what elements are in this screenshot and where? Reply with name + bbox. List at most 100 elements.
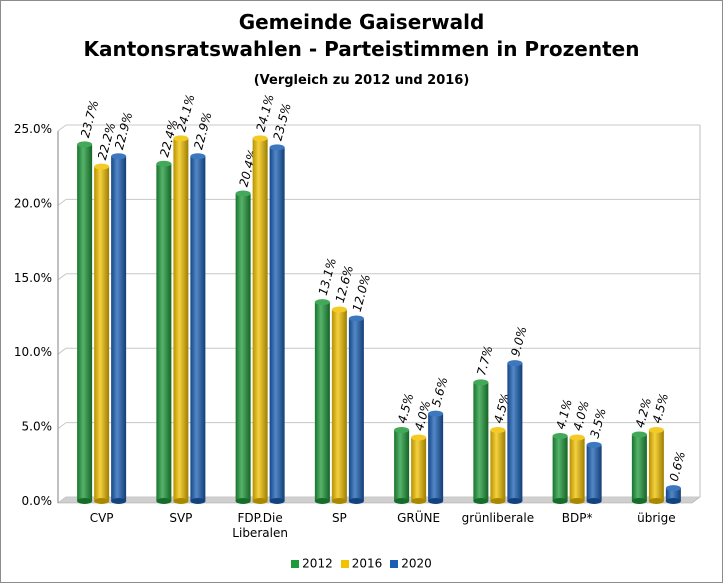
bar-bottom (94, 498, 110, 504)
bar-body (569, 437, 585, 501)
bar-body (331, 309, 347, 501)
bar-body (490, 430, 506, 501)
x-tick-label: grünliberale (462, 511, 534, 525)
bar-bottom (428, 498, 444, 504)
bar-top (235, 190, 251, 197)
bar-bottom (111, 498, 127, 504)
plot-area (66, 125, 700, 497)
bar-body (473, 382, 489, 501)
x-tick-label: BDP* (562, 511, 593, 525)
bar-top (490, 427, 506, 434)
gridline-depth (57, 273, 67, 281)
bar-body (631, 434, 647, 501)
bar-bottom (411, 498, 427, 504)
bar-bottom (394, 498, 410, 504)
bar-body (314, 302, 330, 501)
bar-bottom (331, 498, 347, 504)
legend-label: 2012 (302, 556, 333, 571)
chart-title-line-2: Kantonsratswahlen - Parteistimmen in Pro… (83, 37, 640, 61)
legend-item-2016: 2016 (340, 556, 383, 571)
bar-top (394, 427, 410, 434)
bar-body (648, 430, 664, 501)
bar-bottom (77, 498, 93, 504)
bar-top (173, 135, 189, 142)
bar-bottom (552, 498, 568, 504)
legend: 2012 2016 2020 (0, 556, 723, 571)
bar-top (569, 434, 585, 441)
bar-top (411, 434, 427, 441)
bar-top (252, 135, 268, 142)
bar-top (314, 299, 330, 306)
bar-top (586, 441, 602, 448)
bar-2012 (156, 160, 172, 504)
bar-2020 (507, 360, 523, 504)
bar-2012 (235, 190, 251, 504)
bar-bottom (648, 498, 664, 504)
bar-body (507, 363, 523, 501)
x-tick-label: SVP (169, 511, 192, 525)
bar-2016 (252, 135, 268, 504)
bar-top (94, 163, 110, 170)
bar-top (648, 427, 664, 434)
bar-body (552, 435, 568, 501)
bar-bottom (173, 498, 189, 504)
bar-body (77, 144, 93, 501)
bar-2016 (490, 427, 506, 504)
bar-top (77, 141, 93, 148)
bar-2016 (411, 434, 427, 504)
bar-top (507, 360, 523, 367)
legend-swatch (340, 559, 349, 568)
legend-item-2012: 2012 (291, 556, 333, 571)
bar-2012 (77, 141, 93, 504)
bar-body (111, 156, 127, 502)
legend-swatch (390, 559, 399, 568)
y-tick-label: 5.0% (22, 420, 53, 434)
bar-bottom (190, 498, 206, 504)
bar-2020 (269, 144, 285, 504)
bar-2012 (552, 432, 568, 504)
bar-bottom (507, 498, 523, 504)
bar-2016 (173, 135, 189, 504)
bar-body (428, 413, 444, 501)
bar-top (473, 379, 489, 386)
bar-body (235, 193, 251, 501)
bar-2020 (348, 315, 364, 504)
bar-body (348, 318, 364, 501)
bar-bottom (473, 498, 489, 504)
bar-top (631, 431, 647, 438)
bar-top (552, 432, 568, 439)
bar-2020 (428, 410, 444, 504)
bar-body (665, 488, 681, 501)
bar-bottom (235, 498, 251, 504)
bar-top (428, 410, 444, 417)
bar-top (111, 153, 127, 160)
legend-label: 2016 (351, 556, 383, 571)
bar-top (190, 153, 206, 160)
bar-bottom (348, 498, 364, 504)
y-tick-label: 25.0% (14, 122, 52, 136)
bar-body (252, 138, 268, 501)
chart-subtitle: (Vergleich zu 2012 und 2016) (253, 73, 470, 88)
bar-bottom (586, 498, 602, 504)
bar-2012 (394, 427, 410, 504)
bar-bottom (252, 498, 268, 504)
bar-body (586, 444, 602, 501)
bar-2012 (473, 379, 489, 504)
y-tick-label: 20.0% (14, 196, 52, 210)
bar-top (331, 306, 347, 313)
chart-floor (57, 496, 701, 504)
bar-2016 (331, 306, 347, 504)
y-tick-label: 15.0% (14, 271, 52, 285)
gridline-depth (57, 347, 67, 355)
bar-top (665, 485, 681, 492)
gridline-depth (57, 496, 67, 504)
bar-bottom (314, 498, 330, 504)
gridline-depth (57, 124, 67, 132)
gridline-depth (57, 422, 67, 430)
bar-top (269, 144, 285, 151)
bar-2012 (631, 431, 647, 504)
legend-swatch (291, 559, 300, 568)
bar-top (348, 315, 364, 322)
bar-bottom (631, 498, 647, 504)
